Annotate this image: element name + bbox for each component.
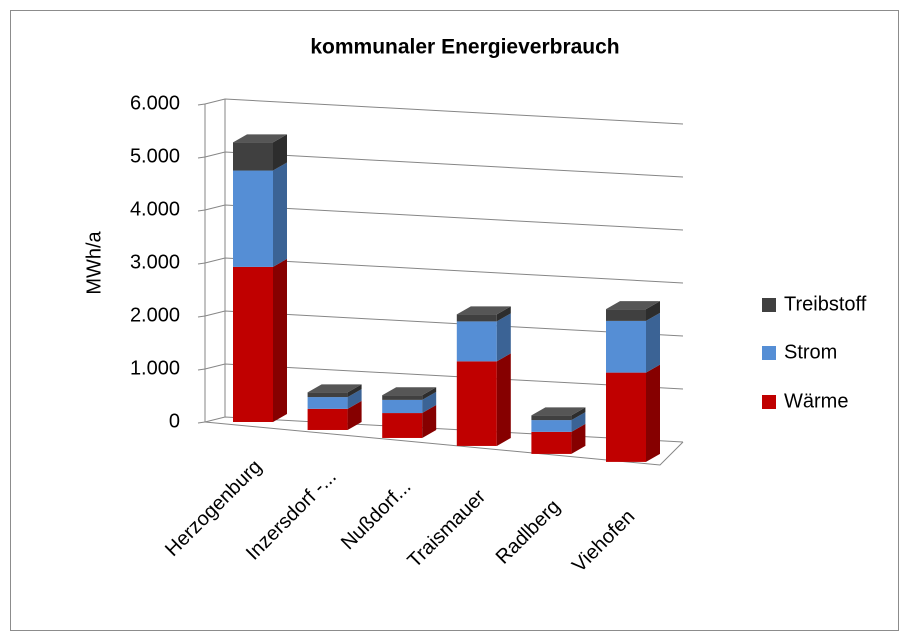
bar-side (571, 412, 586, 432)
legend-swatch (762, 346, 776, 360)
legend-swatch (762, 395, 776, 409)
bar-side (273, 162, 287, 267)
bar-segment (606, 309, 646, 321)
legend-label: Strom (784, 341, 837, 363)
y-tick (197, 209, 206, 212)
y-tick (197, 262, 206, 265)
y-axis-label: MWh/a (83, 230, 105, 294)
y-tick-label: 6.000 (130, 92, 180, 114)
bar-segment (531, 431, 572, 454)
y-tick-label: 3.000 (130, 251, 180, 273)
bar-top (307, 384, 362, 393)
bar-segment (382, 413, 423, 438)
bar-side (273, 134, 287, 171)
y-tick (197, 103, 206, 106)
bar-top (233, 134, 287, 143)
y-tick (197, 421, 206, 424)
bar-segment (382, 395, 423, 400)
bar-side (496, 313, 511, 362)
y-tick-label: 1.000 (130, 357, 180, 379)
bar-segment (307, 408, 348, 430)
bar-side (347, 389, 362, 409)
bar-segment (456, 361, 497, 446)
bar-top (456, 306, 511, 315)
bar-side (422, 405, 437, 438)
chart-title: kommunaler Energieverbrauch (310, 36, 619, 59)
bar-segment (307, 392, 348, 398)
bar-side (571, 423, 586, 454)
bar-side (347, 384, 362, 398)
bar-segment (233, 266, 273, 422)
y-tick (197, 368, 206, 371)
y-tick-label: 4.000 (130, 198, 180, 220)
legend-label: Wärme (784, 390, 848, 412)
bar-top (606, 301, 660, 310)
legend-label: Treibstoff (784, 293, 867, 315)
chart-frame (10, 10, 899, 631)
bar-side (422, 387, 437, 400)
y-tick (197, 315, 206, 318)
bar-side (571, 407, 586, 421)
bar-side (646, 364, 660, 462)
bar-segment (606, 320, 646, 373)
bar-segment (456, 321, 497, 362)
bar-segment (233, 142, 273, 171)
bar-side (496, 353, 511, 446)
bar-segment (382, 399, 423, 414)
y-tick-label: 2.000 (130, 304, 180, 326)
legend-swatch (762, 298, 776, 312)
bar-top (382, 387, 437, 396)
bar-segment (233, 170, 273, 267)
bar-side (273, 258, 287, 422)
bar-side (496, 306, 511, 322)
bar-side (646, 301, 660, 321)
bar-segment (307, 397, 348, 409)
floor (204, 421, 684, 466)
bar-segment (456, 314, 497, 322)
bar-side (422, 391, 437, 414)
bar-segment (531, 420, 572, 432)
bar-segment (606, 372, 646, 462)
bar-side (646, 312, 660, 373)
bar-side (347, 400, 362, 430)
y-tick-label: 5.000 (130, 145, 180, 167)
bar-segment (531, 415, 572, 421)
bar-top (531, 407, 586, 416)
y-tick (197, 156, 206, 159)
y-tick-label: 0 (169, 410, 180, 432)
